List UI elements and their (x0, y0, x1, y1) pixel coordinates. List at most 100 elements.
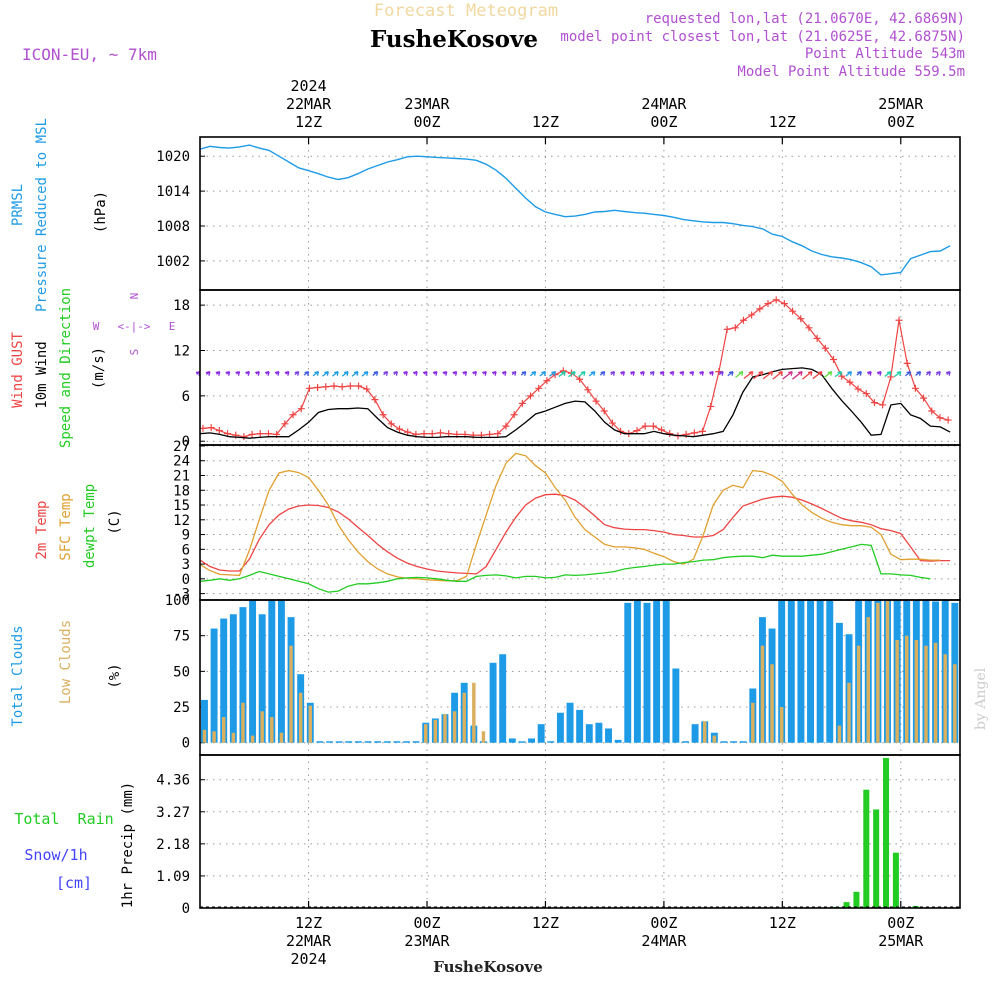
temp-ytick-10: 27 (173, 439, 190, 455)
low-cloud-bar (202, 729, 207, 743)
wind-barb (630, 371, 635, 376)
temp-ytick-0: -3 (173, 587, 190, 603)
wind-barb (501, 371, 507, 376)
svg-text:<-|->: <-|-> (117, 320, 150, 333)
footer-location: FusheKosove (433, 958, 543, 976)
wind-barb (274, 371, 280, 376)
bottom-tick-label: 23MAR (404, 932, 450, 950)
low-cloud-bar (885, 600, 890, 743)
wind-barb (372, 371, 379, 376)
wind-barb (322, 371, 329, 377)
wind-barb (915, 371, 922, 376)
clouds-ytick-4: 100 (165, 593, 190, 609)
total-cloud-bar (556, 712, 564, 743)
total-cloud-bar (720, 741, 728, 743)
low-cloud-bar (876, 602, 880, 743)
label-ms: (m/s) (91, 347, 107, 389)
wind-barb (834, 371, 843, 378)
location-title: FusheKosove (370, 26, 538, 53)
pressure-ytick-1: 1008 (156, 219, 190, 235)
low-cloud-bar (481, 731, 486, 743)
low-cloud-bar (270, 717, 274, 743)
bottom-tick-label: 00Z (887, 914, 914, 932)
label-celsius: (C) (107, 509, 123, 534)
wind-barb (235, 371, 241, 376)
total-cloud-bar (682, 741, 689, 743)
top-tick-label: 2024 (291, 77, 327, 95)
pressure-ytick-2: 1014 (156, 184, 190, 200)
wind-barb (727, 371, 734, 377)
bottom-tick-label: 2024 (291, 950, 327, 968)
low-cloud-bar (443, 714, 447, 743)
low-cloud-bar (260, 711, 264, 743)
wind-barb (462, 371, 468, 376)
total-cloud-bar (210, 628, 218, 743)
total-cloud-bar (508, 738, 516, 743)
temp-ytick-4: 9 (182, 528, 190, 544)
total-cloud-bar (547, 741, 555, 743)
wind-barb (403, 371, 408, 376)
low-cloud-bar (212, 731, 216, 743)
total-cloud-bar (835, 622, 843, 743)
wind-barb (361, 371, 369, 377)
top-tick-label: 12Z (769, 113, 796, 131)
wind-barb (511, 371, 517, 376)
low-cloud-bar (856, 645, 861, 743)
label-dewpt-temp: dewpt Temp (82, 484, 98, 568)
model-point-coords: model point closest lon,lat (21.0625E, 4… (560, 29, 965, 45)
low-cloud-bar (308, 705, 313, 743)
total-cloud-bar (778, 600, 786, 743)
t2m-line (199, 493, 951, 575)
top-tick-label: 00Z (887, 113, 914, 131)
wind-barb (539, 371, 547, 377)
low-cloud-bar (943, 654, 947, 743)
wind-barb (442, 371, 448, 376)
top-tick-label: 22MAR (286, 95, 332, 113)
low-cloud-bar (289, 645, 293, 743)
pressure-panel: 1002 1008 1014 1020 (156, 137, 960, 290)
wind-barb (588, 371, 596, 377)
model-altitude: Model Point Altitude 559.5m (737, 64, 965, 80)
top-tick-label: 23MAR (404, 95, 450, 113)
total-cloud-bar (633, 600, 641, 743)
wind-barb (689, 371, 695, 376)
total-cloud-bar (585, 724, 593, 743)
wind-barb (341, 371, 349, 377)
total-cloud-bar (605, 728, 612, 743)
wind-barb (620, 371, 626, 376)
wind-barb (867, 371, 872, 376)
wind-barb (935, 371, 941, 376)
total-cloud-bar (528, 738, 536, 743)
svg-text:E: E (169, 320, 176, 333)
top-tick-label: 00Z (413, 113, 440, 131)
svg-text:S: S (128, 349, 141, 356)
total-cloud-bar (412, 741, 420, 743)
total-cloud-bar (643, 602, 651, 743)
low-cloud-bar (298, 692, 303, 743)
wind-ytick-0: 0 (182, 434, 190, 450)
wind-barb (255, 371, 260, 376)
svg-text:N: N (128, 293, 141, 300)
wind-barb (945, 371, 951, 376)
clouds-panel: 0 25 50 75 100 (165, 593, 960, 755)
wind-barb (568, 371, 576, 378)
total-cloud-bar (614, 739, 622, 743)
requested-coords: requested lon,lat (21.0670E, 42.6869N) (645, 11, 965, 27)
total-cloud-bar (489, 662, 497, 743)
wind-barb (599, 371, 606, 376)
low-cloud-bar (279, 732, 284, 743)
total-cloud-bar (383, 741, 391, 743)
total-cloud-bar (672, 668, 680, 743)
wind-barb (312, 371, 320, 377)
rain-bar (892, 852, 899, 908)
wind-barb (351, 371, 359, 377)
wind-barb (699, 371, 705, 376)
low-cloud-bar (847, 682, 851, 743)
bottom-tick-label: 12Z (532, 914, 559, 932)
low-cloud-bar (779, 707, 784, 743)
wind-barb (520, 371, 527, 376)
total-cloud-bar (201, 699, 208, 743)
total-cloud-bar (316, 741, 324, 743)
temp-ytick-7: 18 (173, 483, 190, 499)
